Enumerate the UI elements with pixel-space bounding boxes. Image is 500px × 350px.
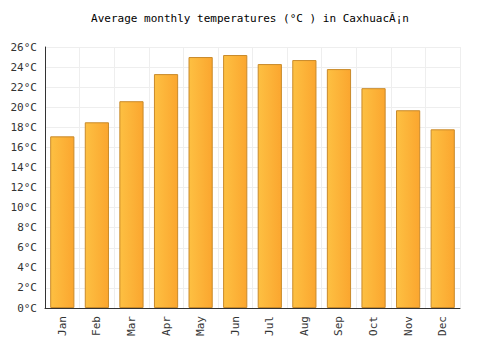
svg-text:2°C: 2°C	[17, 281, 37, 294]
svg-text:Jun: Jun	[229, 316, 242, 336]
svg-text:24°C: 24°C	[11, 61, 38, 74]
svg-text:Average monthly temperatures (: Average monthly temperatures (°C ) in Ca…	[91, 12, 409, 25]
svg-text:0°C: 0°C	[17, 302, 37, 315]
svg-text:12°C: 12°C	[11, 181, 38, 194]
svg-text:Dec: Dec	[436, 316, 449, 336]
svg-text:14°C: 14°C	[11, 161, 38, 174]
svg-text:Apr: Apr	[160, 316, 173, 336]
svg-text:18°C: 18°C	[11, 121, 38, 134]
svg-text:Aug: Aug	[298, 316, 311, 336]
svg-text:Sep: Sep	[332, 316, 345, 336]
svg-text:6°C: 6°C	[17, 241, 37, 254]
svg-text:4°C: 4°C	[17, 261, 37, 274]
svg-text:Mar: Mar	[125, 316, 138, 336]
svg-text:Oct: Oct	[367, 316, 380, 336]
svg-text:20°C: 20°C	[11, 101, 38, 114]
svg-text:22°C: 22°C	[11, 81, 38, 94]
svg-text:16°C: 16°C	[11, 141, 38, 154]
svg-text:Jul: Jul	[263, 316, 276, 336]
svg-text:10°C: 10°C	[11, 201, 38, 214]
svg-text:Jan: Jan	[56, 316, 69, 336]
svg-text:Nov: Nov	[402, 316, 415, 336]
svg-text:May: May	[194, 316, 207, 336]
svg-text:26°C: 26°C	[11, 41, 38, 54]
svg-text:8°C: 8°C	[17, 221, 37, 234]
svg-text:Feb: Feb	[90, 316, 103, 336]
